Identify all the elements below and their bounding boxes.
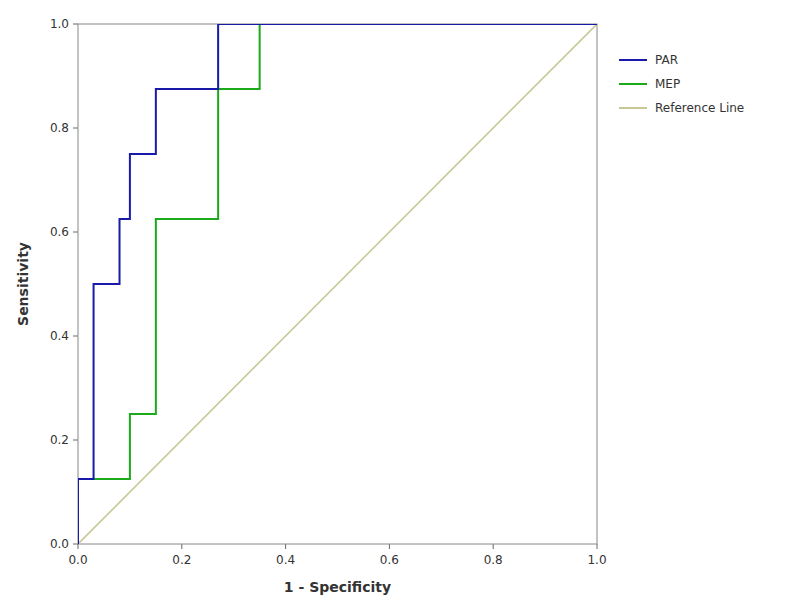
x-tick-label: 0.8 <box>484 553 503 567</box>
legend-label: PAR <box>655 53 678 67</box>
x-tick-label: 0.6 <box>380 553 399 567</box>
x-tick <box>181 544 182 549</box>
x-axis-label: 1 - Specificity <box>284 579 391 595</box>
x-tick-label: 0.0 <box>68 553 87 567</box>
y-tick <box>73 544 78 545</box>
y-tick-label: 0.6 <box>50 225 69 239</box>
y-tick-label: 0.2 <box>50 433 69 447</box>
x-tick <box>493 544 494 549</box>
x-tick <box>389 544 390 549</box>
lines <box>78 24 597 544</box>
series-line <box>78 24 597 544</box>
x-tick-label: 1.0 <box>587 553 606 567</box>
legend: PAR MEP Reference Line <box>619 53 744 115</box>
series-line <box>78 24 597 544</box>
legend-swatch <box>619 83 647 85</box>
y-tick-label: 0.4 <box>50 329 69 343</box>
y-tick-label: 1.0 <box>50 17 69 31</box>
y-tick <box>73 336 78 337</box>
y-axis-label: Sensitivity <box>15 242 31 326</box>
x-tick <box>78 544 79 549</box>
chart: 0.0 0.2 0.4 0.6 0.8 1.0 0.0 0.2 0.4 0.6 0.8 1.0 1 - … <box>0 0 787 610</box>
y-tick <box>73 24 78 25</box>
x-tick <box>285 544 286 549</box>
y-tick <box>73 128 78 129</box>
y-tick <box>73 232 78 233</box>
legend-swatch <box>619 107 647 109</box>
axes: 0.0 0.2 0.4 0.6 0.8 1.0 0.0 0.2 0.4 0.6 0.8 1.0 <box>50 17 607 567</box>
x-tick-label: 0.4 <box>276 553 295 567</box>
legend-label: MEP <box>655 77 680 91</box>
plot-frame <box>78 24 597 544</box>
legend-label: Reference Line <box>655 101 744 115</box>
x-tick-label: 0.2 <box>172 553 191 567</box>
y-tick-label: 0.0 <box>50 537 69 551</box>
y-tick-label: 0.8 <box>50 121 69 135</box>
x-tick <box>597 544 598 549</box>
y-tick <box>73 440 78 441</box>
legend-swatch <box>619 59 647 61</box>
series-line <box>78 24 597 544</box>
